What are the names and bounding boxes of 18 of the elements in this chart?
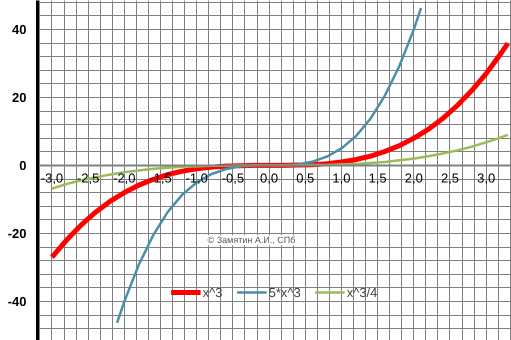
y-tick-label: 20 [12, 90, 27, 105]
x-tick-label: 0,5 [296, 170, 314, 186]
y-tick-label: 0 [19, 158, 27, 173]
annotation: © Замятин А.И., СПб [208, 235, 296, 246]
x-tick-label: 2,5 [440, 170, 460, 186]
x-tick-label: -3,0 [40, 170, 64, 186]
y-tick-label: 40 [12, 22, 27, 37]
x-tick-label: -2,0 [113, 170, 136, 186]
x-tick-label: 1,0 [332, 170, 350, 186]
x-tick-label: -2,5 [76, 170, 100, 186]
line-series [116, 6, 422, 324]
x-tick-label: 1,5 [368, 170, 387, 186]
x-tick-label: 3,0 [477, 170, 496, 186]
x-tick-label: -0,5 [222, 170, 244, 186]
x-tick-label: 0,0 [260, 170, 278, 186]
y-tick-label: -20 [8, 226, 27, 241]
x-tick-label: 2,0 [404, 170, 423, 186]
y-tick-label: -40 [8, 294, 27, 309]
